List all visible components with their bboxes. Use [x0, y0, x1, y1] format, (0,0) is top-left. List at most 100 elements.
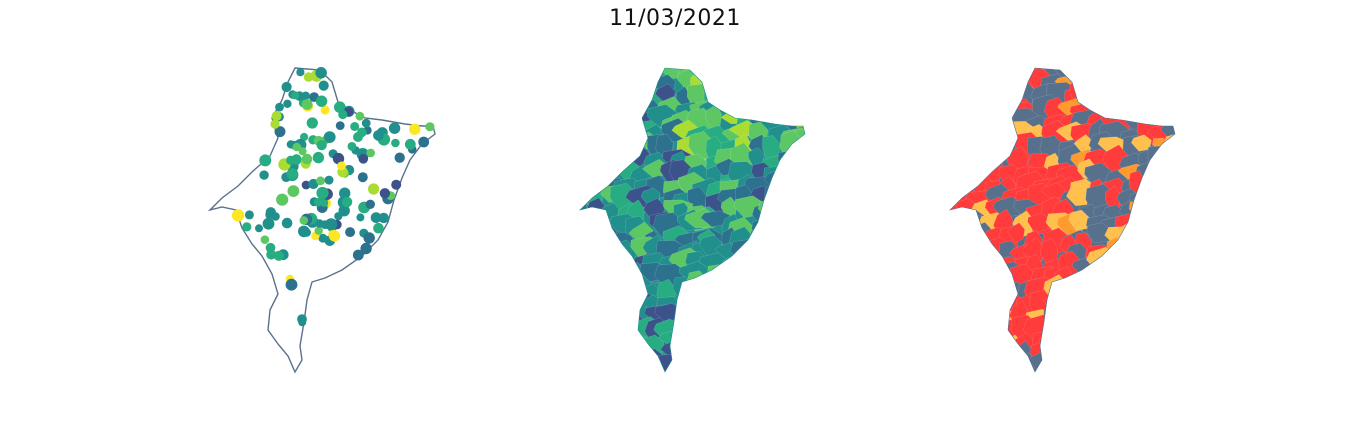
municipality [1087, 337, 1116, 370]
municipality [1088, 284, 1119, 306]
municipality [979, 138, 1008, 164]
municipality [598, 296, 625, 323]
municipality [1182, 167, 1200, 192]
municipality [777, 212, 796, 237]
municipality [1177, 211, 1209, 230]
municipality [707, 263, 740, 283]
municipality [1071, 361, 1091, 372]
choropleth-map [570, 60, 870, 390]
data-point [379, 188, 391, 199]
municipality [1160, 251, 1175, 276]
municipality [1163, 186, 1175, 215]
municipality [1153, 70, 1170, 96]
municipality [957, 305, 976, 335]
municipality [950, 87, 984, 111]
municipality [580, 120, 610, 154]
data-point [306, 117, 318, 129]
municipality [1044, 342, 1073, 360]
municipality [692, 290, 721, 321]
municipality [580, 72, 591, 98]
municipality [601, 348, 632, 372]
municipality [796, 218, 805, 253]
municipality [1073, 134, 1092, 154]
municipality [774, 359, 805, 372]
data-point [418, 136, 430, 148]
municipality [594, 108, 625, 134]
data-point [313, 197, 323, 207]
municipality [580, 273, 591, 297]
municipality [675, 300, 696, 331]
municipality [610, 108, 630, 137]
municipality [1181, 106, 1200, 132]
municipality [1150, 102, 1175, 125]
municipality [600, 241, 619, 260]
municipality [1148, 277, 1170, 305]
municipality [777, 150, 799, 169]
municipality [779, 257, 799, 278]
municipality [586, 350, 617, 369]
municipality [1128, 213, 1163, 244]
municipality [706, 274, 736, 301]
municipality [752, 371, 781, 372]
data-point [335, 121, 345, 130]
municipality [1086, 68, 1113, 71]
data-point [332, 152, 345, 165]
municipality [950, 71, 957, 99]
municipality [794, 157, 805, 189]
municipality [1160, 353, 1175, 372]
municipality [616, 375, 634, 400]
municipality [1130, 307, 1162, 325]
municipality [1027, 212, 1050, 234]
municipality [613, 330, 638, 350]
municipality [1173, 68, 1175, 77]
municipality [1000, 68, 1023, 71]
data-point [358, 154, 369, 164]
municipality [795, 339, 805, 369]
data-point [409, 123, 421, 135]
municipality [1071, 318, 1094, 341]
municipality [1180, 85, 1196, 117]
municipality [1101, 335, 1131, 361]
municipality [719, 318, 745, 337]
municipality [737, 318, 754, 342]
municipality [626, 68, 653, 89]
municipality [1153, 172, 1175, 195]
municipality [580, 257, 592, 291]
municipality [1078, 71, 1107, 96]
municipality [780, 296, 796, 321]
municipality [1144, 317, 1174, 340]
data-point [292, 142, 302, 152]
municipality [950, 280, 966, 302]
data-point [391, 179, 402, 190]
municipality [1068, 209, 1089, 231]
data-point [286, 168, 299, 180]
municipality [672, 370, 692, 372]
data-point [338, 109, 348, 120]
municipality [782, 345, 803, 372]
data-point [316, 176, 325, 186]
municipality [955, 147, 976, 166]
data-point [378, 212, 389, 224]
municipality [1089, 331, 1117, 353]
municipality [958, 344, 991, 366]
municipality [807, 136, 833, 160]
municipality [1133, 255, 1163, 286]
data-point [316, 140, 327, 151]
data-point [356, 213, 365, 222]
municipality [594, 118, 623, 147]
municipality [950, 124, 959, 141]
municipality [983, 287, 1015, 315]
data-point [316, 186, 329, 200]
municipality [1165, 70, 1175, 103]
municipality [610, 269, 634, 286]
municipality [809, 334, 829, 363]
municipality [1098, 345, 1118, 372]
municipality [698, 68, 731, 74]
municipality [580, 211, 599, 232]
municipality [965, 98, 999, 116]
municipality [580, 341, 594, 356]
data-point [260, 235, 270, 244]
data-point [320, 105, 330, 115]
municipality [1023, 374, 1054, 398]
municipality [703, 306, 729, 333]
